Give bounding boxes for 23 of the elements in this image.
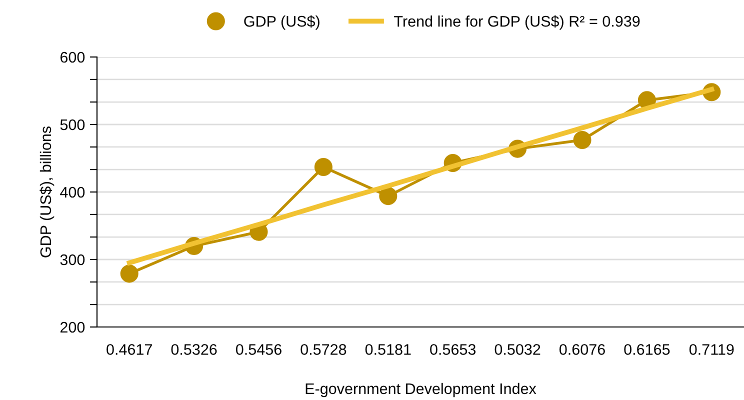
x-tick-label: 0.5032 bbox=[494, 344, 540, 355]
x-tick-label: 0.5456 bbox=[236, 344, 282, 355]
x-tick-label: 0.5181 bbox=[365, 344, 411, 355]
x-tick-label: 0.5326 bbox=[171, 344, 217, 355]
x-tick-label: 0.5728 bbox=[300, 344, 346, 355]
legend-label: Trend line for GDP (US$) R² = 0.939 bbox=[394, 15, 640, 30]
x-tick-label: 0.6165 bbox=[624, 344, 670, 355]
y-tick-label: 300 bbox=[60, 254, 85, 266]
y-tick-label: 200 bbox=[60, 322, 85, 333]
point bbox=[379, 187, 398, 206]
legend-label: GDP (US$) bbox=[244, 15, 320, 30]
y-tick-label: 500 bbox=[60, 119, 85, 130]
x-tick-label: 0.4617 bbox=[106, 344, 152, 355]
y-tick-label: 400 bbox=[60, 186, 85, 198]
y-tick-label: 600 bbox=[60, 52, 85, 63]
y-axis-title: GDP (US$), billions bbox=[40, 126, 54, 258]
x-tick-label: 0.6076 bbox=[559, 344, 605, 355]
x-axis-title: E-government Development Index bbox=[306, 382, 536, 398]
x-tick-label: 0.5653 bbox=[430, 344, 476, 355]
point bbox=[573, 130, 592, 150]
point bbox=[314, 158, 332, 176]
point bbox=[120, 264, 138, 283]
x-tick-label: 0.7119 bbox=[689, 344, 734, 355]
